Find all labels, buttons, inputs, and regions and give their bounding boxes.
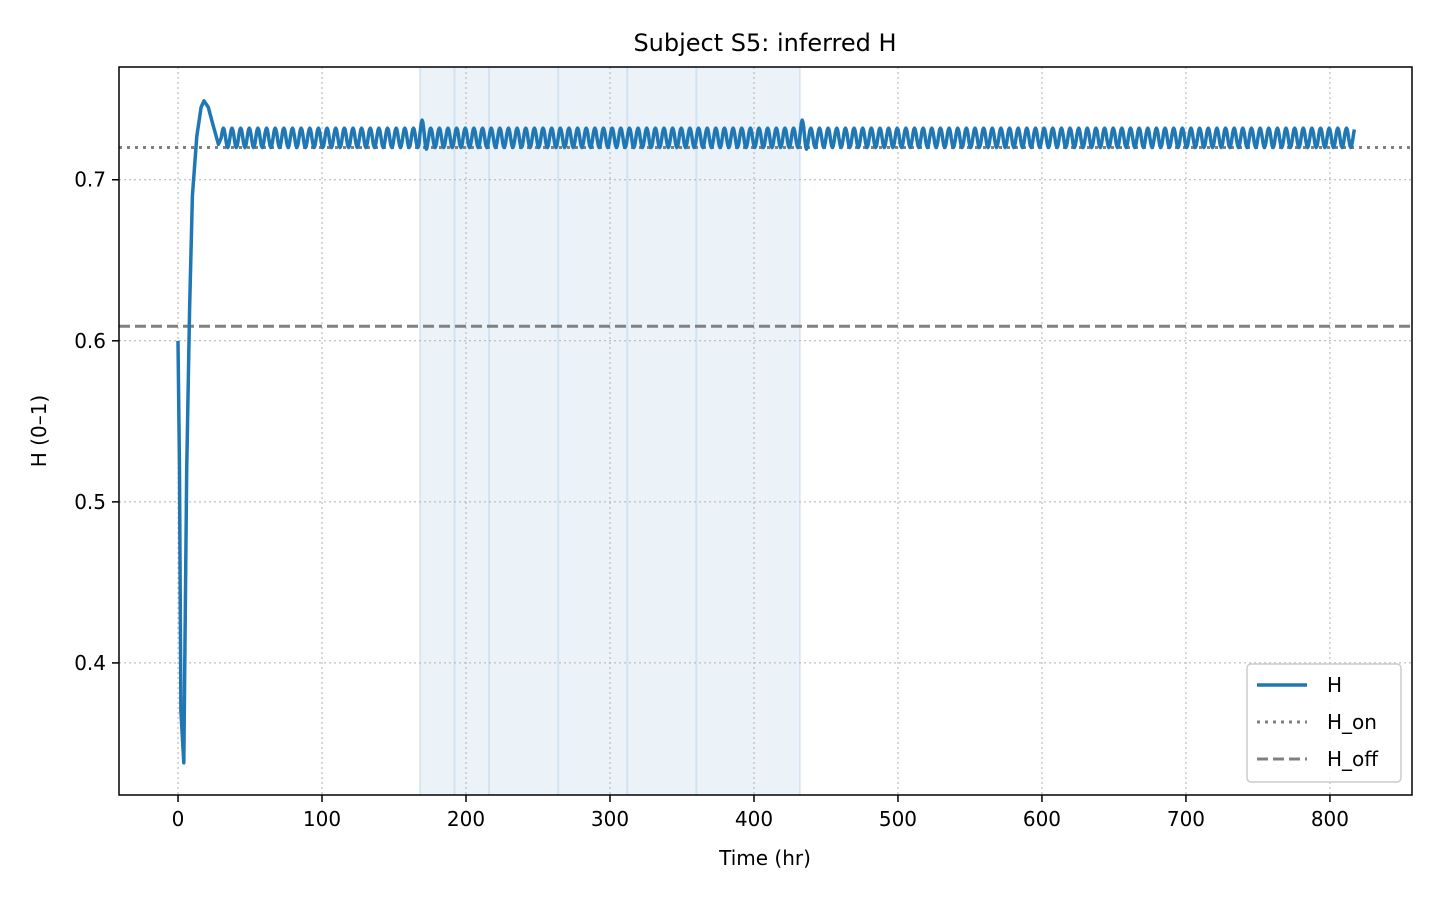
- y-tick-label: 0.6: [74, 329, 106, 353]
- x-tick-label: 300: [591, 807, 629, 831]
- y-axis-label: H (0–1): [27, 395, 51, 467]
- x-axis-label: Time (hr): [718, 846, 811, 870]
- x-tick-label: 400: [735, 807, 773, 831]
- legend-label-h-on: H_on: [1327, 710, 1377, 734]
- chart-title: Subject S5: inferred H: [633, 29, 896, 57]
- shaded-region: [419, 67, 801, 795]
- x-tick-label: 700: [1167, 807, 1205, 831]
- x-tick-label: 200: [447, 807, 485, 831]
- legend-label-h: H: [1327, 673, 1342, 697]
- plot-area: 0 100 200 300 400 500 600 700 800 0.4 0.5 0.6 0.7: [74, 66, 1413, 831]
- axes-frame: [118, 66, 1413, 796]
- x-tick-label: 0: [172, 807, 185, 831]
- legend: H H_on H_off: [1246, 663, 1402, 783]
- y-tick-label: 0.4: [74, 651, 106, 675]
- x-tick-label: 500: [879, 807, 917, 831]
- x-tick-label: 100: [303, 807, 341, 831]
- legend-box: [1246, 663, 1402, 783]
- y-tick-label: 0.7: [74, 168, 106, 192]
- x-tick-label: 800: [1311, 807, 1349, 831]
- y-tick-label: 0.5: [74, 490, 106, 514]
- legend-label-h-off: H_off: [1327, 747, 1379, 771]
- x-tick-label: 600: [1023, 807, 1061, 831]
- series-h-line: [176, 99, 1357, 765]
